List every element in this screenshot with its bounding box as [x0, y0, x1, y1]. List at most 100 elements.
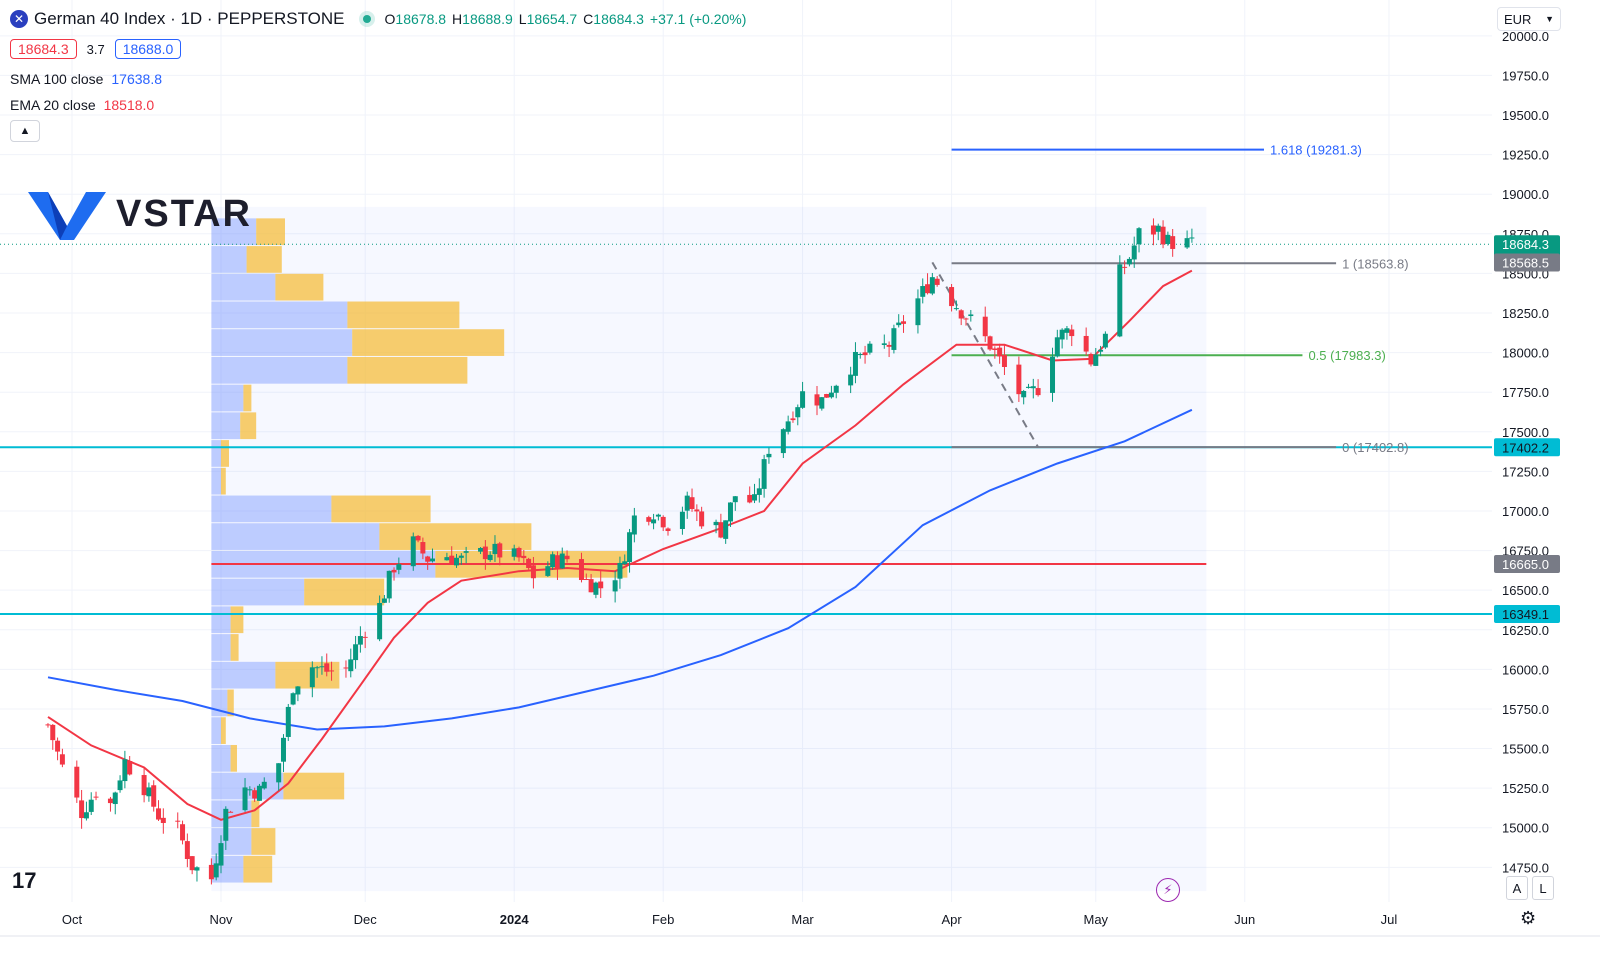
candle-body [1122, 266, 1128, 268]
candle-body [391, 569, 397, 573]
price-change: +37.1 (+0.20%) [649, 11, 747, 27]
volume-profile-up-bar [211, 523, 380, 550]
volume-profile-down-bar [227, 689, 234, 717]
x-tick-label: May [1083, 912, 1108, 927]
candle-body [593, 582, 599, 595]
candle-body [684, 495, 690, 511]
candle-body [1059, 329, 1065, 340]
candle-body [987, 336, 993, 350]
volume-profile-down-bar [220, 467, 226, 495]
candle-body [247, 789, 253, 791]
candle-body [420, 542, 426, 554]
candle-body [554, 555, 560, 570]
candle-body [242, 787, 248, 811]
indicator-sma[interactable]: SMA 100 close 17638.8 [10, 68, 746, 90]
auto-scale-button[interactable]: A [1506, 876, 1528, 900]
candle-body [141, 775, 147, 796]
candle-body [949, 287, 955, 307]
candle-body [261, 781, 267, 789]
candle-body [223, 808, 229, 841]
candle-body [824, 394, 830, 398]
candle-body [689, 497, 695, 510]
candle-body [833, 385, 839, 393]
x-tick-label: Apr [941, 912, 962, 927]
tradingview-icon[interactable]: 17 [12, 868, 37, 893]
y-tick-label: 18000.0 [1502, 346, 1549, 361]
price-tag [1494, 438, 1560, 457]
candle-body [1131, 245, 1137, 260]
price-tag-label: 18568.5 [1502, 256, 1549, 271]
candle-body [646, 517, 652, 522]
volume-profile-down-bar [240, 412, 257, 440]
chevron-down-icon: ▼ [1545, 14, 1554, 24]
candle-body [1016, 364, 1022, 395]
candle-body [127, 761, 133, 775]
x-tick-label: Mar [791, 912, 814, 927]
ohlc-close-value: 18684.3 [593, 11, 644, 27]
candle-body [968, 314, 974, 317]
gear-icon[interactable]: ⚙ [1520, 908, 1537, 928]
candle-body [953, 308, 959, 310]
volume-profile-up-bar [211, 606, 231, 634]
candle-body [79, 800, 85, 819]
y-tick-label: 19500.0 [1502, 108, 1549, 123]
candle-body [588, 579, 594, 593]
candle-body [545, 566, 551, 576]
ohlc-open-value: 18678.8 [395, 11, 447, 27]
candle-body [1189, 237, 1195, 239]
candle-body [752, 494, 758, 501]
candle-body [492, 543, 498, 555]
log-scale-button[interactable]: L [1532, 876, 1554, 900]
candle-body [319, 666, 325, 668]
candle-body [929, 277, 935, 294]
candle-body [208, 864, 214, 880]
candle-body [1102, 333, 1108, 348]
fib-level-label: 0 (17402.8) [1342, 440, 1409, 455]
candle-body [925, 284, 931, 294]
candle-body [45, 724, 51, 726]
symbol-title[interactable]: German 40 Index · 1D · PEPPERSTONE [34, 9, 345, 28]
volume-profile-up-bar [211, 356, 348, 384]
ohlc-high-value: 18688.9 [462, 11, 513, 27]
volume-profile-up-bar [211, 384, 244, 412]
collapse-legend-button[interactable]: ▲ [10, 120, 40, 142]
y-tick-label: 15500.0 [1502, 742, 1549, 757]
candle-body [713, 521, 719, 526]
volume-profile-down-bar [304, 578, 385, 606]
candle-body [1088, 353, 1094, 365]
candle-body [1126, 258, 1132, 265]
candle-body [55, 740, 61, 752]
sell-price-button[interactable]: 18684.3 [10, 39, 77, 59]
y-tick-label: 15250.0 [1502, 781, 1549, 796]
candle-body [1035, 388, 1041, 396]
volume-profile-up-bar [211, 329, 353, 356]
candle-body [814, 394, 820, 406]
y-tick-label: 14750.0 [1502, 860, 1549, 875]
candle-body [497, 543, 503, 558]
candle-body [487, 554, 493, 561]
sma-100-line [47, 408, 1193, 731]
candle-body [415, 535, 421, 541]
chart-legend: ✕ German 40 Index · 1D · PEPPERSTONE O 18… [10, 8, 746, 142]
y-tick-label: 19000.0 [1502, 187, 1549, 202]
candle-body [578, 559, 584, 581]
y-tick-label: 16500.0 [1502, 583, 1549, 598]
flag-icon[interactable]: ✕ [10, 10, 28, 28]
currency-select[interactable]: EUR ▼ [1497, 7, 1561, 31]
candle-body [848, 374, 854, 386]
buy-price-button[interactable]: 18688.0 [114, 39, 182, 59]
candle-body [228, 811, 234, 813]
candle-body [891, 328, 897, 350]
lightning-icon[interactable]: ⚡ [1156, 878, 1180, 902]
candle-body [194, 867, 200, 871]
indicator-ema[interactable]: EMA 20 close 18518.0 [10, 94, 746, 116]
candle-body [857, 353, 863, 356]
candle-body [386, 570, 392, 599]
quote-row: 18684.3 3.7 18688.0 [10, 38, 746, 60]
candle-body [982, 316, 988, 337]
candle-body [867, 343, 873, 353]
candle-body [530, 565, 536, 579]
volume-profile-up-bar [211, 634, 231, 661]
candle-body [280, 737, 286, 762]
